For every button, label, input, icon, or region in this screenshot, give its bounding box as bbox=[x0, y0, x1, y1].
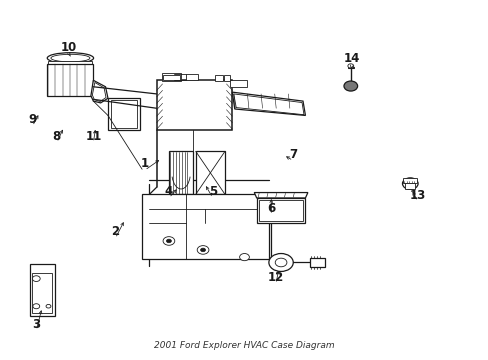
Ellipse shape bbox=[47, 53, 93, 63]
Bar bbox=[403, 178, 416, 183]
Bar bbox=[157, 80, 232, 130]
Bar bbox=[405, 183, 414, 189]
Bar bbox=[168, 151, 193, 194]
Text: 3: 3 bbox=[32, 318, 41, 331]
Bar bbox=[229, 80, 246, 87]
Bar bbox=[215, 75, 222, 81]
Bar bbox=[161, 73, 181, 81]
Circle shape bbox=[163, 237, 174, 245]
Circle shape bbox=[402, 178, 417, 189]
Text: 5: 5 bbox=[208, 185, 217, 198]
Text: 4: 4 bbox=[164, 185, 173, 198]
Bar bbox=[32, 273, 52, 314]
Bar bbox=[310, 258, 325, 267]
Bar bbox=[108, 98, 140, 130]
Circle shape bbox=[166, 239, 171, 243]
Text: 1: 1 bbox=[140, 157, 148, 170]
Bar bbox=[259, 200, 303, 221]
Text: 10: 10 bbox=[61, 41, 77, 54]
Circle shape bbox=[33, 304, 40, 309]
Polygon shape bbox=[254, 193, 307, 198]
Circle shape bbox=[32, 276, 40, 282]
Text: 14: 14 bbox=[343, 52, 359, 65]
Text: 6: 6 bbox=[266, 202, 275, 215]
Ellipse shape bbox=[51, 54, 90, 62]
Bar bbox=[185, 74, 198, 80]
Polygon shape bbox=[232, 92, 305, 116]
Bar bbox=[224, 75, 229, 81]
Polygon shape bbox=[91, 80, 108, 103]
Text: 9: 9 bbox=[28, 113, 37, 126]
Bar bbox=[30, 264, 55, 316]
Bar bbox=[48, 61, 92, 65]
Circle shape bbox=[239, 253, 249, 261]
Circle shape bbox=[268, 253, 293, 271]
Circle shape bbox=[347, 64, 353, 68]
Bar bbox=[163, 75, 179, 80]
Polygon shape bbox=[142, 194, 271, 259]
Text: 13: 13 bbox=[408, 189, 425, 202]
Circle shape bbox=[343, 81, 357, 91]
Text: 11: 11 bbox=[85, 130, 101, 143]
Text: 8: 8 bbox=[53, 130, 61, 143]
Circle shape bbox=[46, 305, 51, 308]
Text: 12: 12 bbox=[267, 271, 284, 284]
Bar bbox=[256, 198, 305, 223]
Bar bbox=[47, 64, 93, 96]
Bar bbox=[111, 100, 137, 128]
Text: 2: 2 bbox=[111, 225, 119, 238]
Circle shape bbox=[197, 246, 208, 254]
Text: 2001 Ford Explorer HVAC Case Diagram: 2001 Ford Explorer HVAC Case Diagram bbox=[154, 341, 334, 350]
Text: 7: 7 bbox=[288, 148, 297, 161]
Circle shape bbox=[200, 248, 205, 252]
Bar bbox=[195, 151, 224, 194]
